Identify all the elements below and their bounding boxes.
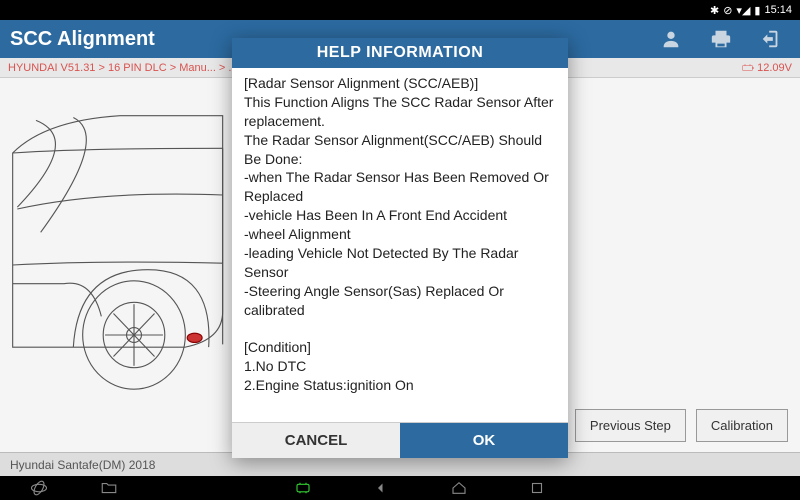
modal-overlay: HELP INFORMATION [Radar Sensor Alignment… bbox=[0, 20, 800, 476]
folder-icon[interactable] bbox=[100, 479, 118, 497]
signal-icon: ▾◢ bbox=[736, 4, 750, 17]
battery-icon: ▮ bbox=[754, 4, 760, 17]
ok-button[interactable]: OK bbox=[400, 423, 568, 458]
modal-body: [Radar Sensor Alignment (SCC/AEB)] This … bbox=[232, 68, 568, 422]
back-icon[interactable] bbox=[372, 479, 390, 497]
bluetooth-icon: ✱ bbox=[710, 4, 719, 17]
help-modal: HELP INFORMATION [Radar Sensor Alignment… bbox=[232, 38, 568, 458]
android-nav-bar bbox=[0, 476, 800, 500]
diagnostic-icon[interactable] bbox=[294, 479, 312, 497]
recent-icon[interactable] bbox=[528, 479, 546, 497]
home-icon[interactable] bbox=[450, 479, 468, 497]
cancel-button[interactable]: CANCEL bbox=[232, 423, 400, 458]
browser-icon[interactable] bbox=[30, 479, 48, 497]
wifi-off-icon: ⊘ bbox=[723, 4, 732, 17]
android-status-bar: ✱ ⊘ ▾◢ ▮ 15:14 bbox=[0, 0, 800, 20]
status-time: 15:14 bbox=[764, 4, 792, 16]
modal-title: HELP INFORMATION bbox=[232, 38, 568, 68]
